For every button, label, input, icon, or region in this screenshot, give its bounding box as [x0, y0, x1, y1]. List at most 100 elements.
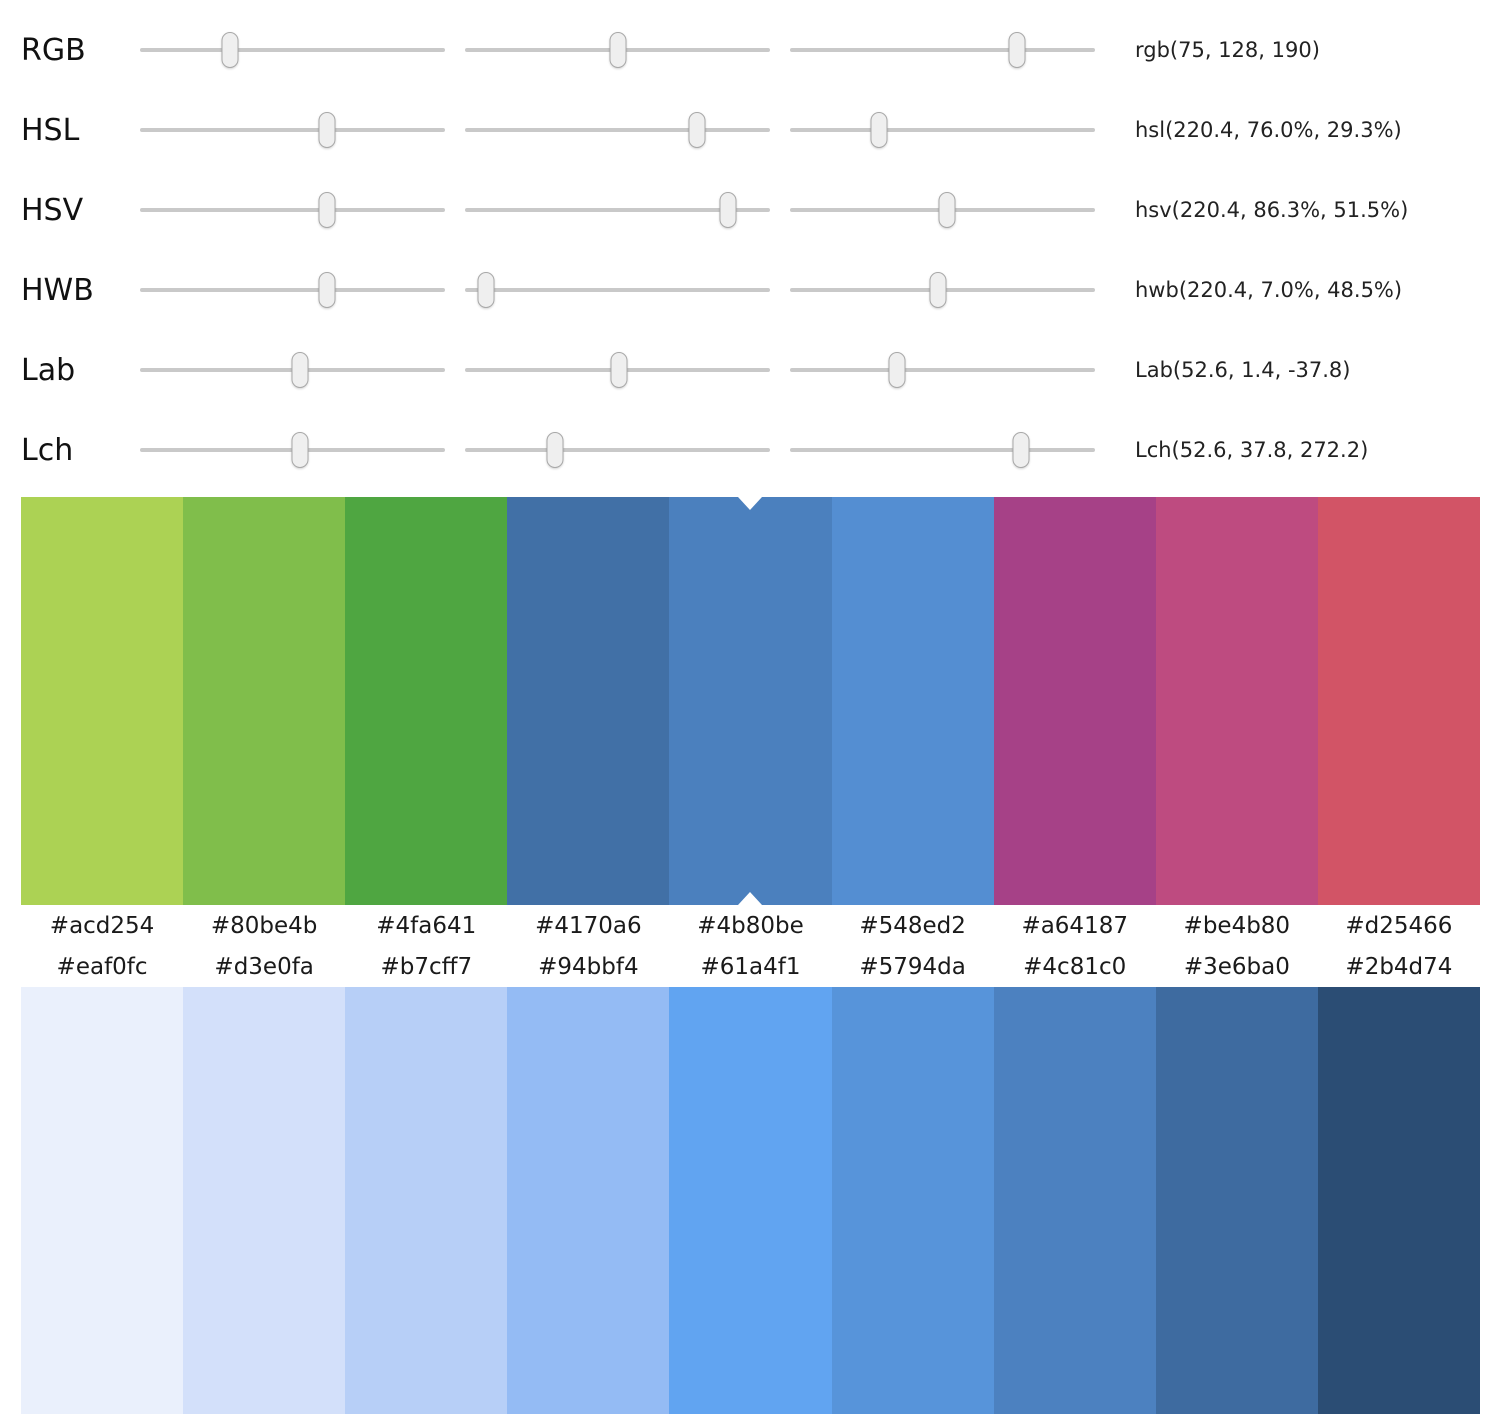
- hue-palette: [21, 497, 1480, 905]
- slider-lab-channel-1[interactable]: [140, 348, 445, 392]
- colorspace-label-lab: Lab: [21, 352, 76, 388]
- hue-hex-label-0: #acd254: [49, 912, 155, 939]
- slider-thumb[interactable]: [609, 32, 627, 68]
- slider-row-hsl: HSL hsl(220.4, 76.0%, 29.3%): [21, 90, 1501, 170]
- slider-thumb[interactable]: [870, 112, 888, 148]
- slider-hwb-channel-1[interactable]: [140, 268, 445, 312]
- lightness-palette-hex-row: #eaf0fc #d3e0fa #b7cff7 #94bbf4 #61a4f1 #5794…: [21, 946, 1480, 987]
- color-value-hsl: hsl(220.4, 76.0%, 29.3%): [1135, 118, 1402, 142]
- lightness-hex-label-5: #5794da: [859, 953, 966, 980]
- hue-swatch-0[interactable]: [21, 497, 184, 905]
- slider-lab-channel-3[interactable]: [790, 348, 1095, 392]
- lightness-swatch-8[interactable]: [1317, 987, 1480, 1414]
- hue-palette-hex-row: #acd254 #80be4b #4fa641 #4170a6 #4b80be #548e…: [21, 905, 1480, 946]
- hue-hex-label-4: #4b80be: [697, 912, 804, 939]
- slider-thumb[interactable]: [221, 32, 239, 68]
- hue-swatch-7[interactable]: [1155, 497, 1318, 905]
- slider-section: RGB rgb(75, 128, 190) HSL hsl(220.4, 76.0%,…: [0, 0, 1501, 490]
- slider-lab-channel-2[interactable]: [465, 348, 770, 392]
- slider-track: [465, 208, 770, 212]
- slider-hsl-channel-2[interactable]: [465, 108, 770, 152]
- lightness-swatch-3[interactable]: [507, 987, 670, 1414]
- color-value-lch: Lch(52.6, 37.8, 272.2): [1135, 438, 1369, 462]
- colorspace-label-hsl: HSL: [21, 112, 80, 148]
- hue-swatch-5[interactable]: [831, 497, 994, 905]
- slider-track: [140, 128, 445, 132]
- lightness-swatch-2[interactable]: [345, 987, 508, 1414]
- colorspace-label-hwb: HWB: [21, 272, 94, 308]
- hue-swatch-8[interactable]: [1317, 497, 1480, 905]
- hue-hex-label-7: #be4b80: [1183, 912, 1291, 939]
- slider-lch-channel-1[interactable]: [140, 428, 445, 472]
- slider-hsv-channel-1[interactable]: [140, 188, 445, 232]
- slider-thumb[interactable]: [929, 272, 947, 308]
- slider-track: [790, 368, 1095, 372]
- slider-thumb[interactable]: [1008, 32, 1026, 68]
- slider-hsl-channel-3[interactable]: [790, 108, 1095, 152]
- color-value-hwb: hwb(220.4, 7.0%, 48.5%): [1135, 278, 1403, 302]
- slider-lch-channel-3[interactable]: [790, 428, 1095, 472]
- slider-row-hwb: HWB hwb(220.4, 7.0%, 48.5%): [21, 250, 1501, 330]
- slider-thumb[interactable]: [610, 352, 628, 388]
- hue-swatch-4[interactable]: [669, 497, 832, 905]
- slider-thumb[interactable]: [719, 192, 737, 228]
- slider-thumb[interactable]: [546, 432, 564, 468]
- slider-row-lch: Lch Lch(52.6, 37.8, 272.2): [21, 410, 1501, 490]
- slider-rgb-channel-2[interactable]: [465, 28, 770, 72]
- lightness-swatch-6[interactable]: [993, 987, 1156, 1414]
- slider-thumb[interactable]: [318, 112, 336, 148]
- slider-thumb[interactable]: [291, 432, 309, 468]
- hue-swatch-1[interactable]: [183, 497, 346, 905]
- slider-thumb[interactable]: [938, 192, 956, 228]
- lightness-swatch-5[interactable]: [831, 987, 994, 1414]
- slider-thumb[interactable]: [318, 272, 336, 308]
- slider-rgb-channel-3[interactable]: [790, 28, 1095, 72]
- slider-lch-channel-2[interactable]: [465, 428, 770, 472]
- slider-track: [790, 128, 1095, 132]
- colorspace-label-rgb: RGB: [21, 32, 86, 68]
- lightness-swatch-4[interactable]: [669, 987, 832, 1414]
- colorspace-label-hsv: HSV: [21, 192, 84, 228]
- slider-thumb[interactable]: [1012, 432, 1030, 468]
- slider-thumb[interactable]: [318, 192, 336, 228]
- slider-thumb[interactable]: [688, 112, 706, 148]
- slider-track: [465, 288, 770, 292]
- lightness-hex-label-1: #d3e0fa: [214, 953, 314, 980]
- lightness-hex-label-4: #61a4f1: [700, 953, 801, 980]
- lightness-swatch-0[interactable]: [21, 987, 184, 1414]
- slider-hsv-channel-3[interactable]: [790, 188, 1095, 232]
- slider-thumb[interactable]: [291, 352, 309, 388]
- slider-row-hsv: HSV hsv(220.4, 86.3%, 51.5%): [21, 170, 1501, 250]
- color-value-hsv: hsv(220.4, 86.3%, 51.5%): [1135, 198, 1409, 222]
- slider-track: [465, 128, 770, 132]
- lightness-hex-label-7: #3e6ba0: [1183, 953, 1290, 980]
- slider-row-lab: Lab Lab(52.6, 1.4, -37.8): [21, 330, 1501, 410]
- lightness-swatch-7[interactable]: [1155, 987, 1318, 1414]
- slider-track: [140, 288, 445, 292]
- color-value-lab: Lab(52.6, 1.4, -37.8): [1135, 358, 1351, 382]
- slider-hwb-channel-3[interactable]: [790, 268, 1095, 312]
- slider-track: [140, 48, 445, 52]
- slider-thumb[interactable]: [477, 272, 495, 308]
- lightness-swatch-1[interactable]: [183, 987, 346, 1414]
- slider-hwb-channel-2[interactable]: [465, 268, 770, 312]
- hue-swatch-2[interactable]: [345, 497, 508, 905]
- lightness-hex-label-0: #eaf0fc: [56, 953, 148, 980]
- slider-track: [140, 208, 445, 212]
- lightness-hex-label-8: #2b4d74: [1345, 953, 1453, 980]
- lightness-hex-label-2: #b7cff7: [380, 953, 473, 980]
- slider-row-rgb: RGB rgb(75, 128, 190): [21, 10, 1501, 90]
- slider-hsv-channel-2[interactable]: [465, 188, 770, 232]
- hue-hex-label-2: #4fa641: [376, 912, 477, 939]
- color-value-rgb: rgb(75, 128, 190): [1135, 38, 1320, 62]
- colorspace-label-lch: Lch: [21, 432, 74, 468]
- hue-swatch-3[interactable]: [507, 497, 670, 905]
- slider-rgb-channel-1[interactable]: [140, 28, 445, 72]
- hue-swatch-6[interactable]: [993, 497, 1156, 905]
- hue-hex-label-5: #548ed2: [859, 912, 966, 939]
- slider-hsl-channel-1[interactable]: [140, 108, 445, 152]
- lightness-hex-label-3: #94bbf4: [538, 953, 639, 980]
- hue-hex-label-1: #80be4b: [210, 912, 318, 939]
- slider-thumb[interactable]: [888, 352, 906, 388]
- slider-track: [790, 48, 1095, 52]
